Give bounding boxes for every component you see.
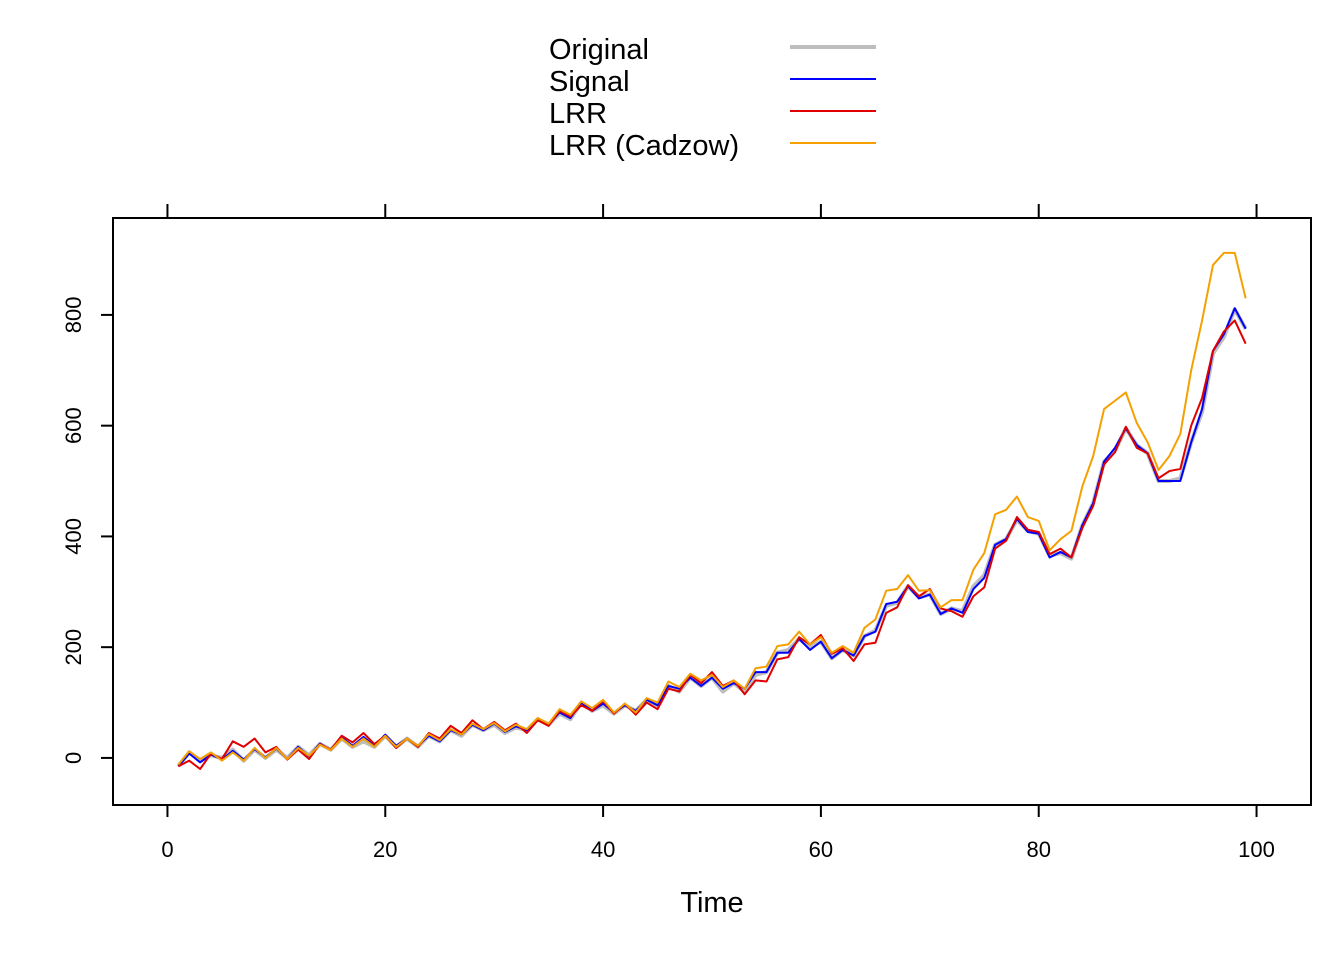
x-tick-label-1: 20 (373, 837, 397, 862)
y-tick-label-4: 800 (61, 297, 86, 334)
series-line-2 (177, 319, 1247, 770)
y-tick-label-0: 0 (61, 752, 86, 764)
top-tick-marks (166, 204, 1258, 218)
series-line-1 (177, 307, 1247, 767)
series-layer (176, 251, 1248, 770)
x-tick-label-5: 100 (1238, 837, 1275, 862)
y-tick-label-3: 600 (61, 407, 86, 444)
x-tick-label-2: 40 (591, 837, 615, 862)
legend-label-0: Original (549, 34, 649, 66)
legend-label-3: LRR (Cadzow) (549, 130, 739, 162)
legend-label-2: LRR (549, 98, 607, 130)
x-tick-label-3: 60 (809, 837, 833, 862)
plot-frame (112, 217, 1312, 806)
series-line-3 (177, 251, 1247, 766)
y-tick-label-2: 400 (61, 518, 86, 555)
x-tick-label-0: 0 (161, 837, 173, 862)
y-tick-label-1: 200 (61, 629, 86, 666)
x-axis: 0 20 40 60 80 100 (161, 805, 1275, 862)
legend-label-1: Signal (549, 66, 630, 98)
y-axis: 0 200 400 600 800 (61, 297, 113, 764)
x-axis-title: Time (680, 887, 743, 919)
series-line-0 (176, 307, 1248, 768)
x-tick-label-4: 80 (1026, 837, 1050, 862)
